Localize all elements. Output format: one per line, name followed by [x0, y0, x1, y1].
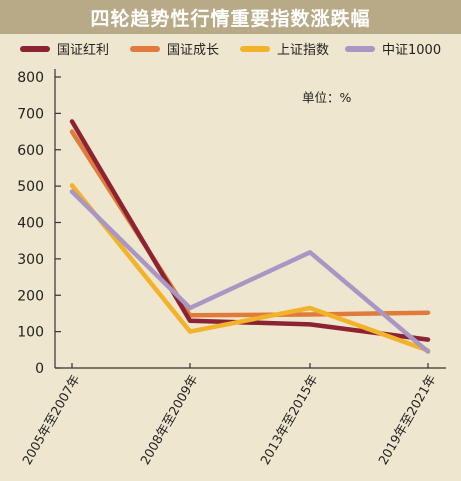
series-line — [69, 119, 431, 342]
title-bar: 四轮趋势性行情重要指数涨跌幅 — [0, 0, 461, 34]
legend-swatch — [130, 46, 160, 52]
y-tick-label: 500 — [17, 179, 44, 195]
series-line — [69, 183, 431, 353]
y-tick-label: 600 — [17, 143, 44, 159]
x-tick-label: 2008年至2009年 — [137, 372, 201, 467]
legend-swatch — [345, 46, 375, 52]
series-lines — [69, 119, 431, 354]
legend: 国证红利 国证成长 上证指数 中证1000 — [20, 42, 441, 58]
legend-item: 上证指数 — [240, 43, 329, 58]
x-tick-label: 2013年至2015年 — [257, 372, 321, 467]
y-tick-label: 800 — [17, 70, 44, 86]
x-tick-label: 2005年至2007年 — [19, 372, 83, 467]
y-tick-label: 100 — [17, 325, 44, 341]
unit-label: 单位：% — [302, 90, 352, 105]
series-line — [69, 129, 431, 318]
legend-label: 国证成长 — [167, 43, 219, 58]
y-tick-label: 400 — [17, 216, 44, 232]
y-tick-label: 700 — [17, 106, 44, 122]
x-tick-label: 2019年至2021年 — [375, 372, 439, 467]
y-tick-label: 300 — [17, 252, 44, 268]
legend-swatch — [20, 46, 50, 52]
legend-item: 中证1000 — [345, 43, 441, 58]
legend-item: 国证红利 — [20, 42, 109, 58]
chart-title: 四轮趋势性行情重要指数涨跌幅 — [90, 7, 371, 30]
axes: 0 100 200 300 400 500 600 700 800 — [17, 69, 446, 377]
y-tick-label: 0 — [35, 361, 44, 377]
legend-label: 上证指数 — [277, 43, 329, 58]
series-line — [69, 189, 431, 354]
legend-item: 国证成长 — [130, 43, 219, 58]
x-axis-labels: 2005年至2007年 2008年至2009年 2013年至2015年 2019年至2… — [19, 372, 439, 467]
legend-label: 中证1000 — [382, 43, 441, 58]
legend-swatch — [240, 46, 270, 52]
y-tick-label: 200 — [17, 288, 44, 304]
legend-label: 国证红利 — [57, 42, 109, 58]
